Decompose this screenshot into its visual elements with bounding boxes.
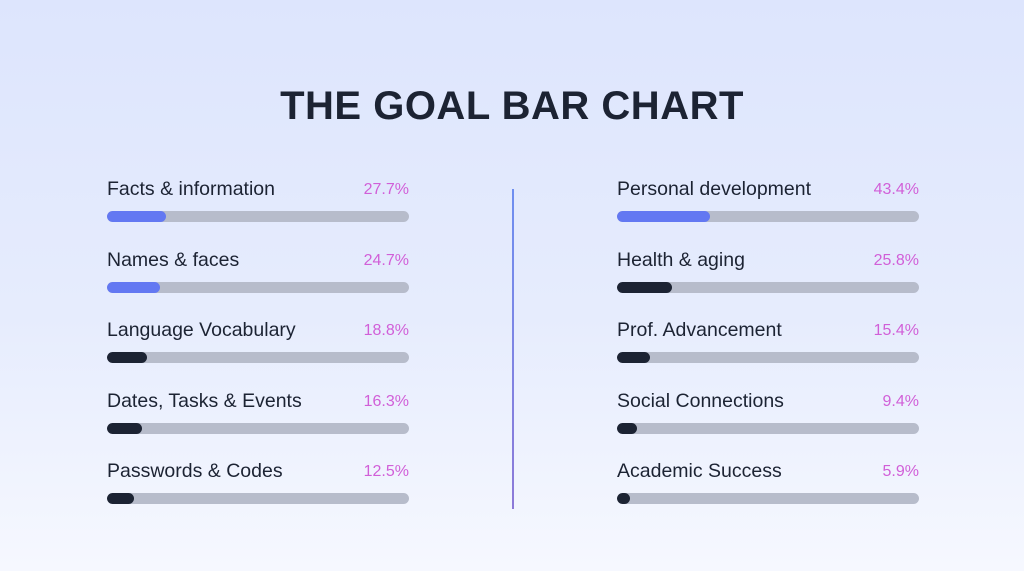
bar-value-label: 15.4% xyxy=(873,322,919,339)
bar-fill xyxy=(107,211,167,222)
bar-value-label: 9.4% xyxy=(882,392,919,410)
bar-fill xyxy=(107,422,142,434)
bar-value-label: 25.8% xyxy=(873,251,919,269)
bar-value-label: 18.8% xyxy=(363,322,409,339)
bar-item: Passwords & Codes 12.5% xyxy=(107,460,409,531)
bar-label: Facts & information xyxy=(107,178,275,200)
bar-track xyxy=(107,352,409,363)
bar-item: Prof. Advancement 15.4% xyxy=(617,319,919,390)
bar-label: Dates, Tasks & Events xyxy=(107,389,302,412)
bar-label: Personal development xyxy=(617,178,812,200)
bar-value-label: 43.4% xyxy=(873,181,919,198)
bar-item: Health & aging 25.8% xyxy=(617,249,919,320)
bar-item: Dates, Tasks & Events 16.3% xyxy=(107,390,409,461)
bar-track xyxy=(617,352,919,363)
bar-value-label: 27.7% xyxy=(363,181,409,198)
bar-label: Names & faces xyxy=(107,248,240,271)
bar-fill xyxy=(617,493,630,504)
bar-track xyxy=(107,211,409,222)
bar-item: Academic Success 5.9% xyxy=(617,460,919,531)
bar-value-label: 5.9% xyxy=(882,463,919,480)
bar-item: Facts & information 27.7% xyxy=(107,178,409,249)
chart-column-right: Personal development 43.4% Health & aging 2… xyxy=(617,178,919,531)
bar-item: Names & faces 24.7% xyxy=(107,249,409,320)
chart-column-left: Facts & information 27.7% Names & faces 24.… xyxy=(107,178,409,531)
bar-value-label: 12.5% xyxy=(363,463,409,480)
bar-track xyxy=(617,422,919,434)
bar-track xyxy=(617,211,919,222)
bar-label: Health & aging xyxy=(617,248,745,271)
bar-label: Prof. Advancement xyxy=(617,319,782,341)
bar-label: Passwords & Codes xyxy=(107,460,283,482)
bar-fill xyxy=(617,352,651,363)
bar-fill xyxy=(617,211,711,222)
bar-fill xyxy=(107,352,148,363)
bar-item: Social Connections 9.4% xyxy=(617,390,919,461)
bar-track xyxy=(617,281,919,293)
bar-track xyxy=(617,493,919,504)
bar-item: Personal development 43.4% xyxy=(617,178,919,249)
bar-label: Language Vocabulary xyxy=(107,319,296,341)
bar-item: Language Vocabulary 18.8% xyxy=(107,319,409,390)
bar-fill xyxy=(107,493,134,504)
bar-track xyxy=(107,281,409,293)
bar-value-label: 24.7% xyxy=(363,251,409,269)
bar-track xyxy=(107,493,409,504)
bar-label: Academic Success xyxy=(617,460,782,482)
bar-label: Social Connections xyxy=(617,389,784,412)
bar-fill xyxy=(617,422,638,434)
bar-track xyxy=(107,422,409,434)
chart-title: THE GOAL BAR CHART xyxy=(280,84,744,128)
bar-value-label: 16.3% xyxy=(363,392,409,410)
bar-fill xyxy=(107,281,160,293)
column-divider xyxy=(512,189,514,509)
bar-fill xyxy=(617,281,673,293)
